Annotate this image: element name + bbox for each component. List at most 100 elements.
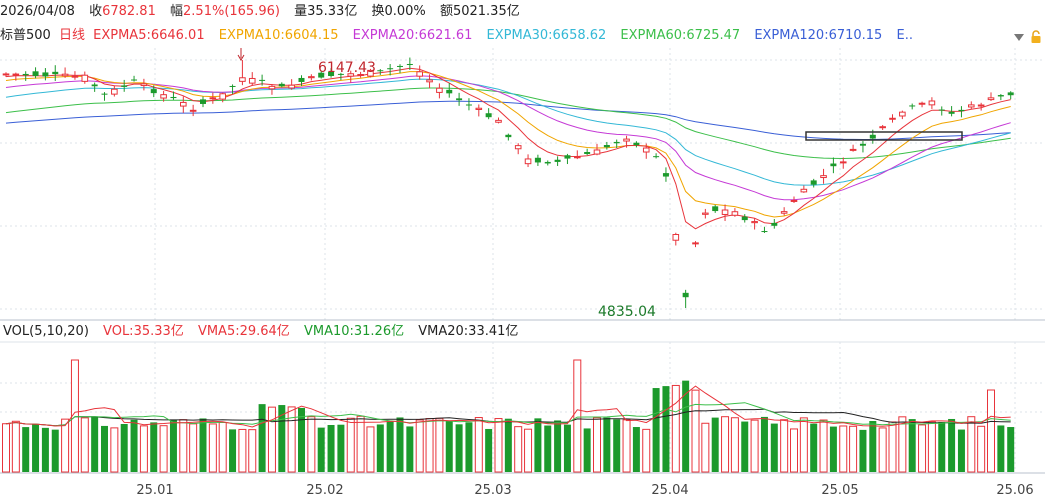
volume-bar-up — [799, 417, 808, 473]
volume-bar-up — [2, 423, 10, 473]
volume-bar-up — [987, 389, 995, 473]
candle-body-up — [593, 149, 601, 155]
volume-bar-down — [406, 426, 414, 472]
volume-bar-down — [199, 418, 207, 472]
candle-body-up — [672, 234, 680, 241]
volume-bar-up — [267, 406, 276, 473]
vma20-value: VMA20:33.41亿 — [418, 324, 519, 339]
amount-value: 5021.35亿 — [452, 4, 520, 19]
candle-body-down — [909, 105, 916, 107]
volume-bar-up — [248, 429, 257, 473]
volume-bar-up — [110, 427, 119, 473]
candle-body-down — [22, 73, 29, 76]
high-price-label: 6147.43 — [318, 60, 376, 76]
grid — [0, 48, 1045, 474]
candle-body-up — [692, 242, 699, 245]
volume-bar-down — [504, 418, 512, 472]
candle-body-up — [308, 76, 315, 79]
volume-bar-up — [839, 425, 848, 473]
volume-bar-down — [563, 424, 571, 472]
candle-body-down — [397, 65, 403, 67]
lock-icon[interactable] — [1029, 30, 1043, 44]
volume-bar-up — [780, 419, 789, 473]
candle-body-down — [869, 134, 876, 139]
candle-body-down — [554, 159, 561, 162]
volume-bar-down — [101, 425, 108, 472]
candle-body-down — [603, 145, 610, 148]
volume-bar-down — [583, 428, 591, 472]
volume-bar-up — [366, 426, 375, 473]
ema30-legend: EXPMA30:6658.62 — [486, 28, 607, 43]
candle-body-up — [160, 94, 167, 99]
volume-legend: VOL(5,10,20) VOL:35.33亿 VMA5:29.64亿 VMA1… — [3, 323, 518, 341]
candle-body-up — [731, 211, 739, 216]
candle-body-down — [771, 222, 778, 226]
volume-bar-down — [455, 424, 463, 472]
volume-bar-up — [730, 417, 739, 473]
candle-body-up — [849, 148, 857, 151]
triangle-down-icon[interactable] — [1013, 31, 1025, 43]
index-name: 标普500 — [0, 28, 51, 43]
candle-body-up — [248, 77, 256, 84]
candle-body-up — [721, 209, 729, 215]
more-legend[interactable]: E.. — [896, 28, 913, 43]
candle-body-up — [180, 101, 187, 107]
candle-body-up — [968, 104, 975, 108]
candle-body-up — [239, 77, 246, 82]
candle-body-down — [633, 142, 640, 146]
vol-title: VOL(5,10,20) — [3, 324, 89, 339]
candle-body-up — [2, 73, 10, 76]
x-tick-label: 25.01 — [136, 483, 173, 498]
volume-bar-up — [179, 419, 188, 473]
volume-bar-down — [258, 404, 266, 472]
volume-bar-up — [70, 359, 79, 473]
volume-bar-down — [711, 417, 719, 472]
candle-body-up — [12, 73, 20, 76]
volume-bar-down — [130, 419, 138, 472]
candle-body-up — [367, 69, 374, 77]
volume-bar-up — [61, 418, 70, 473]
volume-bar-down — [957, 429, 965, 472]
candle-body-up — [416, 71, 423, 77]
volume-bar-up — [238, 428, 247, 473]
volume-bar-up — [435, 417, 444, 473]
volume-bar-up — [474, 417, 483, 473]
x-tick-label: 25.06 — [996, 483, 1033, 498]
volume-bar-down — [465, 422, 473, 472]
volume-bar-down — [554, 420, 562, 472]
volume-bar-up — [622, 419, 631, 473]
period-label[interactable]: 日线 — [58, 28, 85, 43]
volume-bar-down — [997, 425, 1005, 472]
volume-bar-down — [613, 419, 621, 472]
volume-bar-up — [642, 428, 651, 473]
volume-bar-down — [534, 418, 542, 472]
volume-bar-up — [967, 416, 976, 473]
volume-bar-up — [287, 406, 296, 473]
candle-body-up — [820, 175, 827, 179]
candle-body-up — [839, 161, 847, 164]
volume-bar-down — [485, 428, 493, 472]
volume-bar-down — [770, 423, 778, 472]
volume-bars — [2, 359, 1015, 473]
candle-body-up — [574, 156, 581, 159]
volume-bar-up — [573, 359, 582, 473]
ema60-legend: EXPMA60:6725.47 — [620, 28, 741, 43]
volume-bar-down — [41, 427, 49, 472]
candle-body-down — [406, 63, 413, 65]
volume-bar-down — [91, 416, 99, 472]
volume-bar-up — [888, 421, 897, 473]
volume-bar-down — [948, 418, 956, 472]
candle-body-up — [81, 74, 89, 82]
vma10-value: VMA10:31.26亿 — [303, 324, 405, 339]
volume-bar-down — [51, 429, 59, 472]
volume-bar-up — [898, 416, 907, 473]
candle-body-down — [318, 72, 325, 78]
candle-body-down — [170, 96, 177, 99]
candle-body-up — [357, 74, 364, 77]
candle-body-down — [948, 111, 955, 114]
high-marker-arrow — [237, 54, 245, 61]
candle-body-down — [377, 70, 384, 72]
candle-body-down — [298, 77, 305, 82]
candle-body-down — [328, 71, 335, 77]
